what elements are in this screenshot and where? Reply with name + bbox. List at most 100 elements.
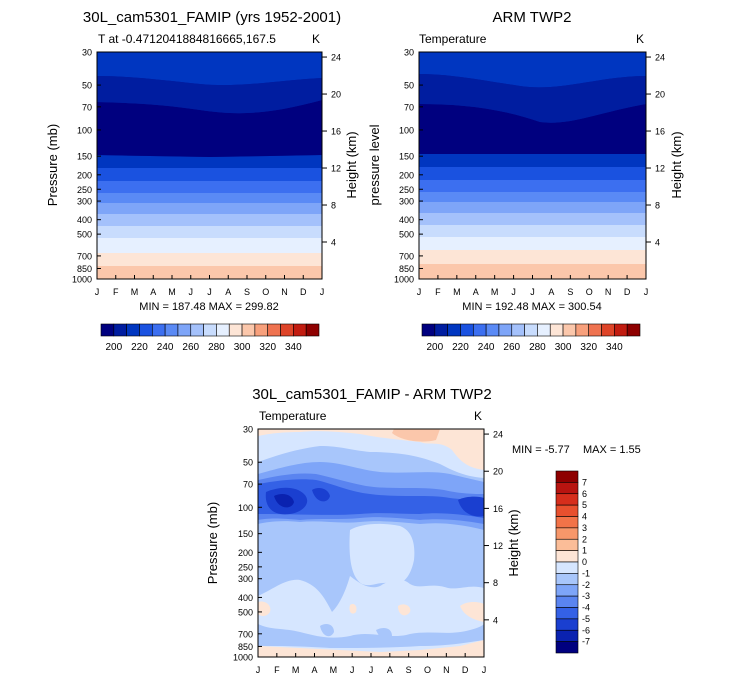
month-tick-label: O — [424, 665, 431, 675]
pressure-tick-label: 200 — [77, 170, 92, 180]
month-tick-label: A — [548, 287, 554, 297]
panel-arm: ARM TWP2 Temperature K 30 50 70 100 150 200 25… — [367, 9, 684, 353]
colorbar-swatch — [555, 561, 579, 574]
colorbar-label: -4 — [582, 603, 590, 613]
colorbar-swatch — [113, 323, 127, 337]
colorbar-label: 280 — [208, 342, 225, 353]
pressure-tick-label: 700 — [77, 251, 92, 261]
colorbar-label: -7 — [582, 637, 590, 647]
panel-arm-plot — [419, 52, 646, 279]
colorbar-label: 260 — [182, 342, 199, 353]
diff-cool-spot-1 — [320, 624, 334, 637]
month-tick-label: M — [491, 287, 499, 297]
panel-diff-subtitle: Temperature — [259, 409, 327, 423]
colorbar-label: 280 — [529, 342, 546, 353]
pressure-tick-label: 50 — [404, 81, 414, 91]
pressure-tick-label: 1000 — [72, 275, 92, 285]
colorbar-swatch — [555, 527, 579, 540]
colorbar-swatch — [555, 516, 579, 529]
height-tick-label: 16 — [493, 504, 503, 514]
pressure-tick-label: 100 — [399, 125, 414, 135]
month-tick-label: J — [207, 287, 212, 297]
diff-cool-6 — [274, 494, 294, 508]
panel-cam-units: K — [312, 32, 320, 46]
month-tick-label: J — [350, 665, 355, 675]
height-tick-label: 20 — [655, 90, 665, 100]
colorbar-label: -5 — [582, 614, 590, 624]
pressure-tick-label: 150 — [77, 152, 92, 162]
colorbar-swatch — [126, 323, 140, 337]
height-tick-label: 20 — [493, 467, 503, 477]
colorbar-label: 320 — [259, 342, 276, 353]
colorbar-swatch — [562, 323, 577, 337]
colorbar-label: 5 — [582, 500, 587, 510]
panel-cam-ylabel-right: Height (km) — [344, 131, 359, 198]
pressure-tick-label: 70 — [404, 102, 414, 112]
colorbar-swatch — [626, 323, 641, 337]
height-tick-label: 24 — [493, 430, 503, 440]
month-tick-label: O — [586, 287, 593, 297]
panel-arm-title: ARM TWP2 — [493, 9, 572, 26]
arm-band-top — [419, 52, 646, 88]
colorbar-swatch — [588, 323, 602, 337]
colorbar-swatch — [100, 323, 115, 337]
month-tick-label: J — [644, 287, 649, 297]
month-tick-label: D — [300, 287, 307, 297]
month-tick-label: J — [417, 287, 422, 297]
colorbar-label: -6 — [582, 625, 590, 635]
colorbar-swatch — [280, 323, 294, 337]
colorbar-swatch — [555, 595, 579, 608]
pressure-tick-label: 850 — [77, 264, 92, 274]
colorbar-swatch — [555, 550, 579, 563]
panel-cam-subtitle: T at -0.4712041884816665,167.5 — [98, 32, 276, 46]
month-tick-label: M — [453, 287, 461, 297]
month-tick-label: J — [320, 287, 325, 297]
diff-cool-1-lower — [258, 624, 484, 648]
pressure-tick-label: 70 — [243, 480, 253, 490]
panel-diff-ylabel: Pressure (mb) — [205, 502, 220, 584]
panel-diff-plot — [258, 429, 484, 657]
panel-cam-title: 30L_cam5301_FAMIP (yrs 1952-2001) — [83, 9, 341, 26]
panel-arm-ylabel-right: Height (km) — [669, 131, 684, 198]
colorbar-swatch — [190, 323, 204, 337]
panel-arm-ylabel: pressure level — [367, 124, 382, 205]
pressure-tick-label: 50 — [243, 458, 253, 468]
colorbar-swatch — [555, 618, 579, 631]
pressure-tick-label: 200 — [238, 548, 253, 558]
pressure-tick-label: 250 — [77, 185, 92, 195]
panel-diff-colorbar: 7 65 432 10-1 -2-3 -4-5-6 -7 — [555, 470, 590, 654]
height-tick-label: 16 — [331, 127, 341, 137]
colorbar-swatch — [151, 323, 166, 337]
colorbar-swatch — [472, 323, 487, 337]
month-tick-label: M — [168, 287, 176, 297]
pressure-tick-label: 100 — [238, 503, 253, 513]
colorbar-label: 220 — [452, 342, 469, 353]
month-tick-label: A — [387, 665, 393, 675]
panel-cam-height-axis: 24 20 16 12 8 4 — [322, 53, 341, 248]
colorbar-swatch — [537, 323, 551, 337]
panel-arm-subtitle: Temperature — [419, 32, 487, 46]
colorbar-label: 4 — [582, 512, 587, 522]
pressure-tick-label: 150 — [238, 529, 253, 539]
pressure-tick-label: 30 — [404, 48, 414, 58]
pressure-tick-label: 250 — [238, 562, 253, 572]
colorbar-swatch — [498, 323, 513, 337]
colorbar-swatch — [555, 641, 579, 654]
colorbar-swatch — [555, 504, 579, 517]
month-tick-label: N — [605, 287, 612, 297]
month-tick-label: M — [292, 665, 300, 675]
colorbar-label: 300 — [555, 342, 572, 353]
height-tick-label: 24 — [655, 53, 665, 63]
pressure-tick-label: 70 — [82, 102, 92, 112]
panel-cam-stats: MIN = 187.48 MAX = 299.82 — [139, 301, 278, 313]
height-tick-label: 4 — [493, 615, 498, 625]
month-tick-label: J — [369, 665, 374, 675]
height-tick-label: 20 — [331, 90, 341, 100]
pressure-tick-label: 700 — [399, 251, 414, 261]
height-tick-label: 12 — [655, 164, 665, 174]
panel-cam: 30L_cam5301_FAMIP (yrs 1952-2001) T at -… — [45, 9, 359, 353]
